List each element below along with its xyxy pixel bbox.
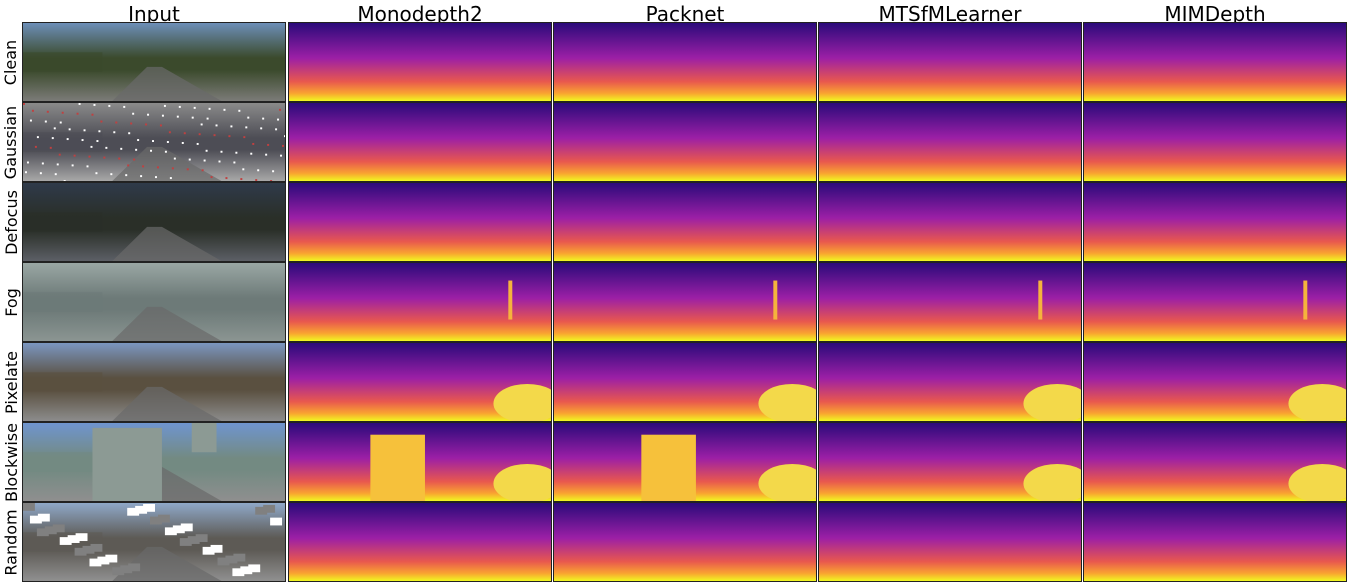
depth-map-pixelate-mimdepth [1083,342,1347,422]
column-header-monodepth2: Monodepth2 [357,2,483,26]
depth-map-random-packnet [553,502,817,582]
depth-map-random-monodepth2 [288,502,552,582]
input-image-random-input [22,502,286,582]
depth-map-clean-packnet [553,22,817,102]
depth-map-fog-packnet [553,262,817,342]
depth-map-defocus-monodepth2 [288,182,552,262]
row-label-blockwise: Blockwise [1,422,21,502]
depth-map-defocus-packnet [553,182,817,262]
row-label-fog: Fog [1,287,21,317]
depth-map-gaussian-monodepth2 [288,102,552,182]
depth-map-clean-monodepth2 [288,22,552,102]
input-image-pixelate-input [22,342,286,422]
row-label-pixelate: Pixelate [1,350,21,414]
column-header-packnet: Packnet [645,2,725,26]
input-image-fog-input [22,262,286,342]
depth-map-gaussian-mtsfmlearner [818,102,1082,182]
depth-map-defocus-mtsfmlearner [818,182,1082,262]
depth-map-fog-mtsfmlearner [818,262,1082,342]
depth-map-blockwise-mimdepth [1083,422,1347,502]
depth-map-clean-mtsfmlearner [818,22,1082,102]
depth-map-clean-mimdepth [1083,22,1347,102]
input-image-gaussian-input [22,102,286,182]
row-label-random: Random [1,508,21,576]
depth-map-gaussian-packnet [553,102,817,182]
row-label-gaussian: Gaussian [1,105,21,179]
row-label-defocus: Defocus [1,189,21,255]
column-header-input: Input [128,2,180,26]
depth-map-blockwise-monodepth2 [288,422,552,502]
depth-map-blockwise-packnet [553,422,817,502]
depth-map-fog-monodepth2 [288,262,552,342]
depth-map-pixelate-mtsfmlearner [818,342,1082,422]
input-image-blockwise-input [22,422,286,502]
depth-map-blockwise-mtsfmlearner [818,422,1082,502]
depth-map-gaussian-mimdepth [1083,102,1347,182]
depth-map-defocus-mimdepth [1083,182,1347,262]
depth-map-fog-mimdepth [1083,262,1347,342]
column-header-mimdepth: MIMDepth [1164,2,1266,26]
depth-map-random-mimdepth [1083,502,1347,582]
depth-map-pixelate-monodepth2 [288,342,552,422]
depth-map-random-mtsfmlearner [818,502,1082,582]
depth-map-pixelate-packnet [553,342,817,422]
row-label-clean: Clean [1,39,21,85]
input-image-defocus-input [22,182,286,262]
input-image-clean-input [22,22,286,102]
column-header-mtsfmlearner: MTSfMLearner [878,2,1022,26]
